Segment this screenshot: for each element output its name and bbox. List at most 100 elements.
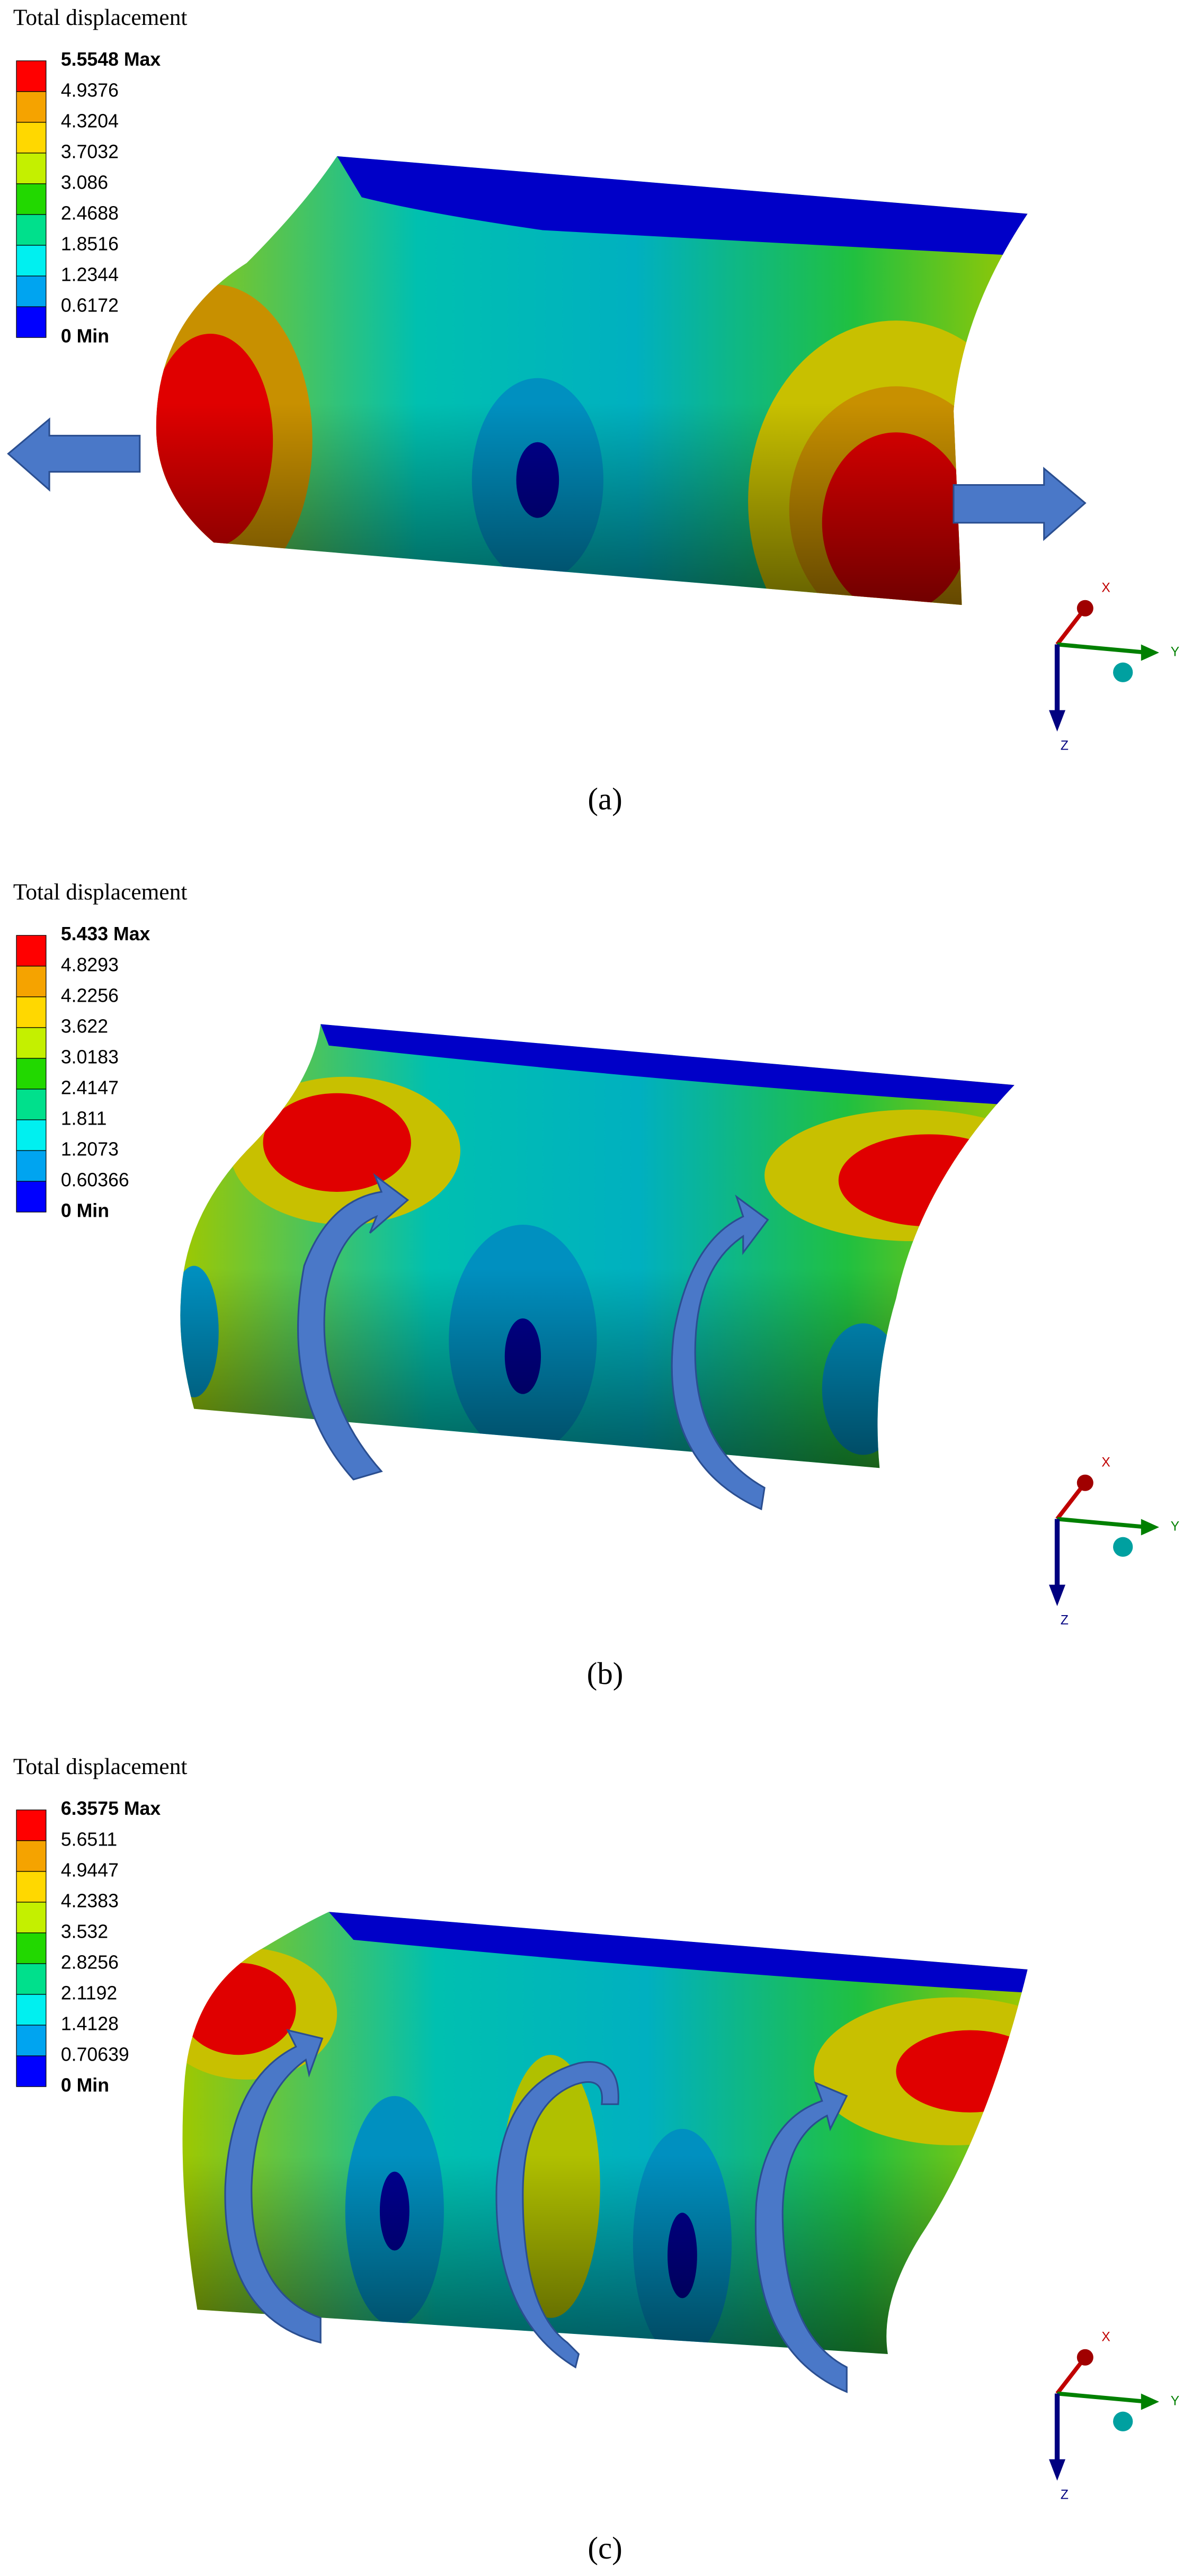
axis-label-y: Y: [1171, 1520, 1180, 1534]
legend-label: 4.8293: [61, 954, 119, 975]
axis-y-ball: [1113, 1537, 1133, 1557]
axis-label-x: X: [1101, 1456, 1110, 1470]
load-arrow: [953, 467, 1087, 541]
axis-y-ball: [1113, 662, 1133, 682]
legend-swatch: [16, 2055, 47, 2087]
axis-y: [1057, 1517, 1148, 1529]
legend-label: 3.532: [61, 1921, 108, 1942]
legend-swatch: [16, 1027, 47, 1059]
axis-y-ball: [1113, 2411, 1133, 2431]
legend-label: 2.4147: [61, 1077, 119, 1098]
axis-y: [1057, 642, 1148, 655]
legend-swatch: [16, 153, 47, 184]
legend-swatch: [16, 1963, 47, 1995]
legend-swatch: [16, 1932, 47, 1964]
axis-x-ball: [1077, 600, 1093, 617]
legend-swatch: [16, 1840, 47, 1872]
load-arrow: [297, 1173, 410, 1481]
legend-swatch: [16, 996, 47, 1028]
legend-swatch: [16, 1810, 47, 1841]
legend-label: 1.2344: [61, 264, 119, 285]
legend-label: 4.9447: [61, 1859, 119, 1880]
legend-label: 0 Min: [61, 326, 109, 347]
legend-label: 1.8516: [61, 233, 119, 254]
axis-label-x: X: [1101, 2330, 1110, 2345]
legend-label: 5.6511: [61, 1829, 117, 1850]
legend-label: 4.2256: [61, 985, 119, 1006]
shading: [156, 156, 1028, 605]
legend-swatch: [16, 966, 47, 997]
legend-label: 1.4128: [61, 2013, 119, 2034]
axis-x-ball: [1077, 1474, 1093, 1491]
legend-swatch: [16, 1994, 47, 2026]
axis-label-x: X: [1101, 581, 1110, 595]
load-arrow: [7, 417, 141, 492]
load-arrow: [754, 2081, 848, 2393]
legend-label: 0 Min: [61, 2075, 109, 2096]
legend-swatch: [16, 60, 47, 92]
axis-label-y: Y: [1171, 645, 1180, 659]
axis-y: [1057, 2391, 1148, 2404]
legend-swatch: [16, 1058, 47, 1090]
legend-label: 0.6172: [61, 295, 119, 316]
shading: [182, 1912, 1028, 2355]
load-arrow: [495, 2061, 619, 2369]
legend-label: 4.9376: [61, 79, 119, 101]
legend-label: 0 Min: [61, 1200, 109, 1222]
panel-title: Total displacement: [13, 1754, 188, 1779]
legend-swatch: [16, 214, 47, 246]
legend-label: 4.2383: [61, 1890, 119, 1911]
legend-label: 6.3575 Max: [61, 1798, 161, 1819]
legend-label: 5.5548 Max: [61, 49, 161, 70]
caption: (a): [588, 781, 622, 816]
axis-label-z: Z: [1061, 1613, 1069, 1627]
legend-label: 0.60366: [61, 1170, 129, 1191]
contours: [180, 1024, 1015, 1468]
legend-swatch: [16, 1119, 47, 1151]
load-arrow: [671, 1195, 769, 1511]
panel: Total displacement 5.433 Max 4.8293 4.2256 3…: [13, 879, 1179, 1691]
legend-swatch: [16, 183, 47, 215]
legend-swatch: [16, 91, 47, 123]
load-arrow: [224, 2029, 324, 2344]
legend-label: 4.3204: [61, 110, 119, 131]
caption: (c): [588, 2530, 622, 2565]
legend-swatch: [16, 306, 47, 338]
legend-label: 2.1192: [61, 1982, 117, 2003]
contours: [156, 156, 1028, 605]
legend-swatch: [16, 1181, 47, 1213]
panel: Total displacement 6.3575 Max 5.6511 4.9447…: [13, 1754, 1179, 2565]
legend-label: 3.622: [61, 1015, 108, 1037]
legend-label: 0.70639: [61, 2044, 129, 2065]
legend-swatch: [16, 1089, 47, 1120]
legend-swatch: [16, 275, 47, 307]
panel-title: Total displacement: [13, 5, 188, 30]
axis-x-ball: [1077, 2349, 1093, 2366]
legend-swatch: [16, 2025, 47, 2056]
legend-label: 3.7032: [61, 141, 119, 162]
panel: Total displacement 5.5548 Max 4.9376 4.3204…: [7, 5, 1180, 816]
legend-swatch: [16, 245, 47, 277]
shading: [180, 1024, 1015, 1468]
legend-label: 3.0183: [61, 1046, 119, 1067]
axis-label-z: Z: [1061, 2488, 1069, 2502]
contours: [182, 1912, 1028, 2355]
axis-z-head: [1049, 2459, 1066, 2481]
legend-swatch: [16, 1150, 47, 1182]
axis-label-z: Z: [1061, 738, 1069, 753]
caption: (b): [587, 1656, 624, 1691]
axis-label-y: Y: [1171, 2394, 1180, 2409]
axis-y-head: [1141, 2393, 1159, 2410]
legend-swatch: [16, 122, 47, 154]
legend-swatch: [16, 935, 47, 967]
axis-y-head: [1141, 644, 1159, 661]
axis-z-head: [1049, 1584, 1066, 1607]
panel-title: Total displacement: [13, 879, 188, 905]
legend-label: 5.433 Max: [61, 923, 150, 944]
legend-label: 1.2073: [61, 1138, 119, 1160]
legend-swatch: [16, 1871, 47, 1903]
legend-label: 2.8256: [61, 1951, 119, 1973]
legend-label: 1.811: [61, 1108, 107, 1129]
